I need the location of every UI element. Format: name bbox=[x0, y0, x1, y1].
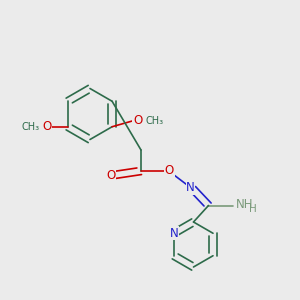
Text: CH₃: CH₃ bbox=[21, 122, 40, 132]
Text: H: H bbox=[249, 204, 257, 214]
Text: O: O bbox=[42, 120, 52, 133]
Text: CH₃: CH₃ bbox=[145, 116, 163, 126]
Text: NH: NH bbox=[236, 197, 253, 211]
Text: O: O bbox=[165, 164, 174, 178]
Text: O: O bbox=[133, 114, 142, 127]
Text: O: O bbox=[106, 169, 116, 182]
Text: N: N bbox=[169, 227, 178, 240]
Text: N: N bbox=[186, 181, 195, 194]
